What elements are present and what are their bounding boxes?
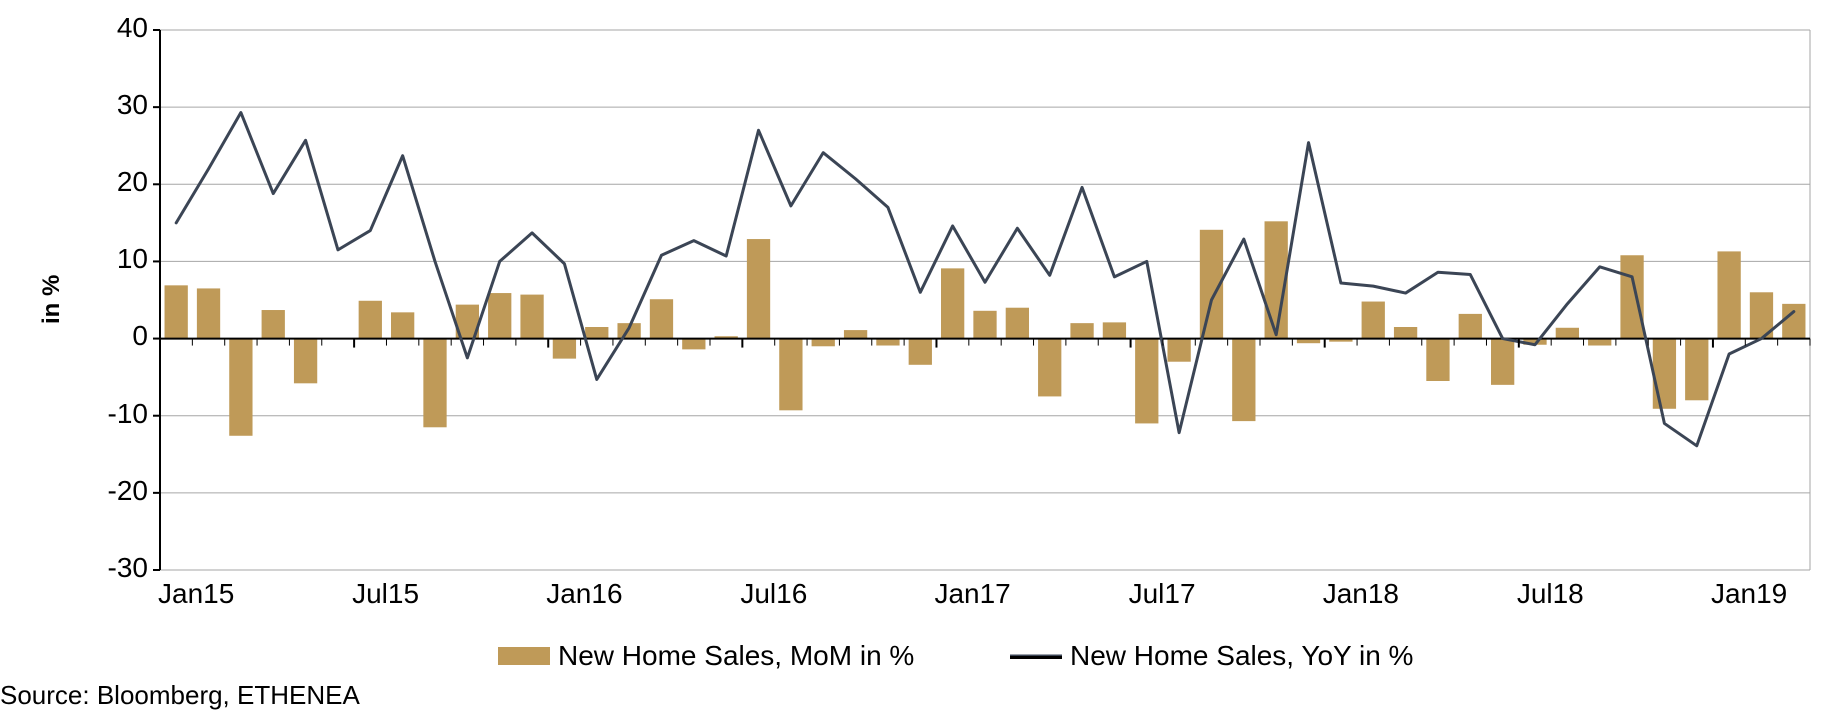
bar [1006,308,1029,339]
bar [747,239,770,339]
bar [1038,339,1061,397]
bar [1653,339,1676,409]
y-tick-label: 20 [117,166,148,198]
y-tick-label: 0 [132,320,148,352]
bar [520,295,543,339]
bar [423,339,446,428]
y-tick-label: 40 [117,12,148,44]
bar [876,339,899,346]
legend-item-line: New Home Sales, YoY in % [1010,640,1413,672]
bar [1135,339,1158,424]
bar [1556,328,1579,339]
bar [1070,323,1093,338]
bar [1394,327,1417,339]
legend-swatch-line [1010,647,1062,665]
bar [488,293,511,339]
bar [844,330,867,338]
bar [909,339,932,365]
legend-swatch-bar [498,647,550,665]
line-series [176,113,1794,446]
bar [1362,302,1385,339]
x-tick-label: Jan17 [934,578,1010,610]
bar [229,339,252,436]
bar [682,339,705,350]
x-tick-label: Jul17 [1129,578,1196,610]
y-tick-label: -20 [108,475,148,507]
y-tick-label: 10 [117,243,148,275]
bar [1782,304,1805,339]
bar [650,299,673,338]
legend-item-bar: New Home Sales, MoM in % [498,640,914,672]
bar [294,339,317,384]
x-tick-label: Jul16 [740,578,807,610]
bar [553,339,576,359]
source-text: Source: Bloomberg, ETHENEA [0,680,360,711]
bar [1167,339,1190,362]
y-tick-label: -10 [108,398,148,430]
bar [812,339,835,347]
y-tick-label: -30 [108,552,148,584]
bar [1232,339,1255,422]
x-tick-label: Jul15 [352,578,419,610]
x-tick-label: Jan18 [1323,578,1399,610]
x-tick-label: Jul18 [1517,578,1584,610]
bar [1491,339,1514,385]
bar [1620,255,1643,338]
bar [585,327,608,339]
legend-bar-label: New Home Sales, MoM in % [558,640,914,672]
bar [779,339,802,411]
bar [197,288,220,338]
y-tick-label: 30 [117,89,148,121]
x-tick-label: Jan19 [1711,578,1787,610]
bar [1426,339,1449,381]
bar [1588,339,1611,346]
bar [391,312,414,338]
legend-line-label: New Home Sales, YoY in % [1070,640,1413,672]
bar [1459,314,1482,339]
bar [262,310,285,339]
bar [1685,339,1708,401]
bar [165,285,188,338]
x-tick-label: Jan15 [158,578,234,610]
bar [973,311,996,339]
x-tick-label: Jan16 [546,578,622,610]
bar [1103,322,1126,338]
bar [359,301,382,339]
bar [941,268,964,338]
bar [1717,251,1740,338]
